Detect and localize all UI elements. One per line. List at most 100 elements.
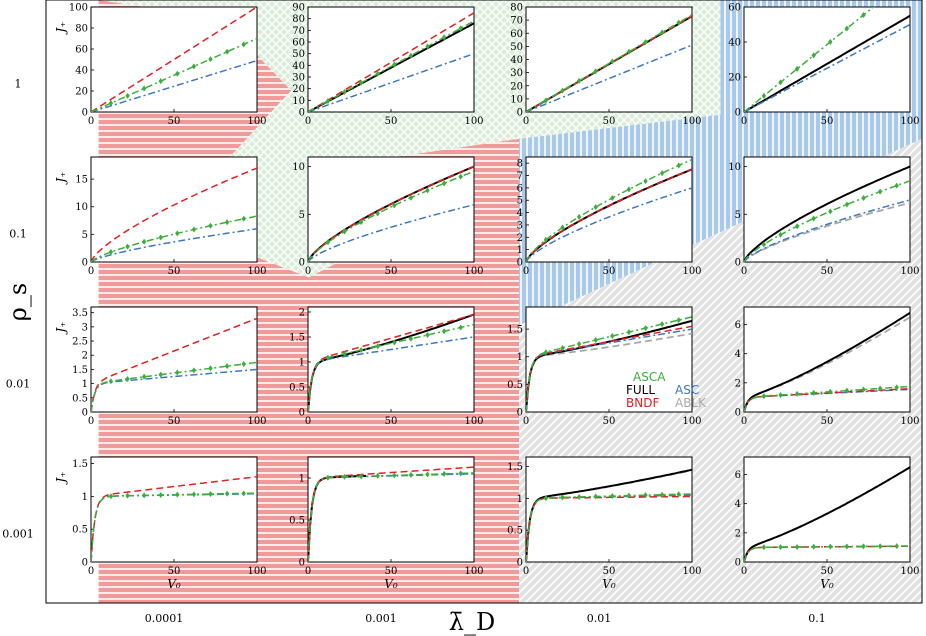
series-full [744,466,910,562]
asca-marker [794,65,800,72]
y-tick-value: 70 [292,26,305,37]
y-tick-value: 2 [299,308,305,319]
series-asca [744,180,910,262]
y-tick-value: 1 [299,474,305,485]
asca-marker [794,390,800,397]
asca-marker [125,243,130,250]
x-tick-value: 50 [821,116,834,127]
subplot-x-label: V₀ [167,577,181,591]
series-full [526,468,692,562]
asca-marker [358,79,364,86]
asca-marker [108,378,114,385]
y-tick-value: 0 [517,558,523,569]
asca-marker [224,490,230,497]
x-tick-label: 0.001 [365,612,397,625]
subplot-panel: 0 0.5 1 1.5 2 0 50 100 [289,306,484,427]
subplot-series [744,466,910,562]
asca-marker [375,343,380,350]
y-tick-value: 40 [292,61,305,72]
y-tick-value: 5 [735,210,741,221]
series-asca [744,7,875,112]
x-tick-value: 0 [523,416,529,427]
asca-marker [191,491,197,498]
asca-marker [560,494,565,501]
asca-marker [375,210,380,217]
series-asc [308,52,474,112]
asca-marker [342,88,347,95]
subplot-panel: 0 2 4 6 0 50 100 V₀ [735,456,920,591]
series-asca [91,215,257,262]
series-asca [308,170,474,262]
subplot-frame [307,6,475,113]
x-tick-value: 100 [682,266,701,277]
subplot-x-label: V₀ [820,577,834,591]
x-tick-label: 0.01 [587,612,612,625]
y-tick-value: 6 [735,470,741,481]
asca-marker [408,52,414,59]
series-full [744,14,910,112]
asca-marker [325,354,331,361]
subplot-series [91,7,257,112]
series-bndf [308,466,474,562]
x-tick-value: 0 [88,266,94,277]
asca-marker [778,79,783,86]
asca-marker [643,178,648,185]
asca-marker [175,491,180,498]
series-asca [91,492,257,562]
subplot-frame [525,156,693,263]
series-asca [526,158,692,262]
asca-marker [241,41,246,48]
asca-marker [877,188,883,195]
x-tick-value: 100 [464,566,483,577]
asca-marker [458,173,463,180]
y-tick-value: 4 [735,499,741,510]
asca-marker [241,215,246,222]
x-tick-value: 100 [682,416,701,427]
subplot-x-label: V₀ [384,577,398,591]
asca-marker [877,543,883,550]
asca-marker [811,215,816,222]
series-asc [744,23,910,112]
asca-marker [844,25,850,32]
asca-marker [894,182,899,189]
asca-marker [659,491,665,498]
asca-marker [425,471,430,478]
x-tick-value: 100 [464,266,483,277]
y-tick-value: 1 [82,492,88,503]
x-tick-value: 50 [603,416,616,427]
asca-marker [158,371,163,378]
y-tick-value: 1.5 [507,325,523,336]
asca-marker [175,369,180,376]
y-tick-value: 0.5 [72,393,88,404]
series-bndf [308,313,474,412]
x-tick-value: 50 [385,266,398,277]
y-tick-value: 0 [299,408,305,419]
outer-axis-ticks: 0.0001 0.001 0.01 0.1 1 0.1 0.01 0.001 [2,78,826,626]
asca-marker [593,68,598,75]
x-tick-value: 50 [603,116,616,127]
y-tick-value: 1 [299,358,305,369]
x-tick-value: 100 [682,116,701,127]
outer-frame [45,0,923,604]
region-bndf [98,0,519,603]
asca-marker [158,491,163,498]
asca-marker [375,472,380,479]
series-asc [744,199,910,262]
asca-marker [358,347,364,354]
y-tick-value: 10 [728,162,741,173]
subplot-frame [525,6,693,113]
asca-marker [560,344,565,351]
y-tick-value: 50 [510,42,523,53]
legend-entry-bndf: BNDF [626,396,659,410]
asca-marker [811,389,816,396]
subplot-series [526,14,692,112]
y-tick-label: 1 [15,78,22,91]
series-asc [91,59,257,112]
y-tick-value: 80 [510,3,523,14]
series-asc [91,228,257,262]
y-tick-value: 5 [82,230,88,241]
subplot-series [744,7,910,112]
